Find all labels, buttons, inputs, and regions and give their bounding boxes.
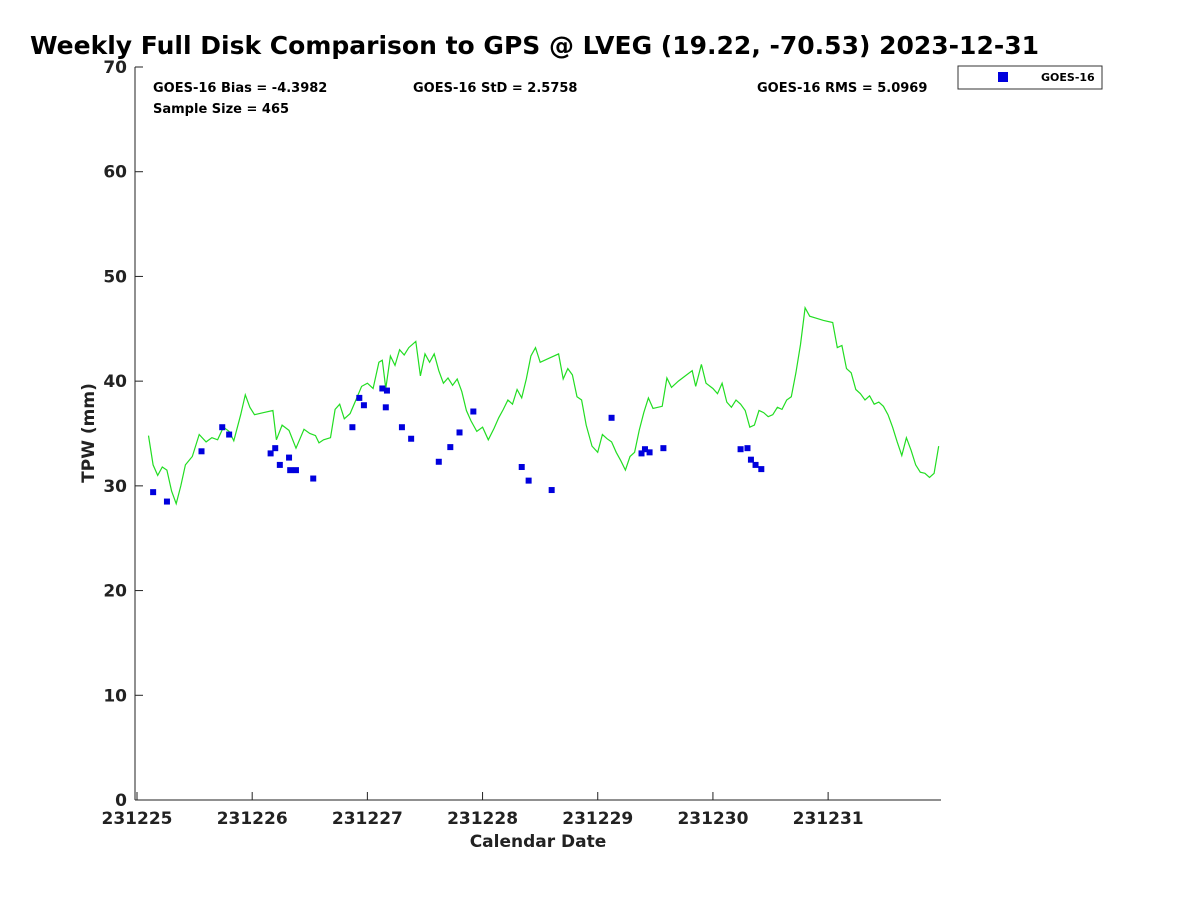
goes16-point — [518, 464, 525, 471]
goes16-point — [641, 446, 648, 453]
goes16-point — [360, 402, 367, 409]
goes16-point — [638, 450, 645, 457]
y-tick-label: 50 — [103, 267, 127, 287]
goes16-point — [660, 445, 667, 452]
goes16-point — [447, 444, 454, 451]
x-tick-label: 231225 — [102, 809, 173, 829]
goes16-point — [286, 454, 293, 461]
goes16-point — [758, 466, 765, 473]
plot-area — [147, 305, 940, 506]
goes16-point — [752, 461, 759, 468]
y-tick-label: 10 — [103, 686, 127, 706]
stat-bias: GOES-16 Bias = -4.3982 — [153, 81, 327, 96]
x-ticks: 231225 231226 231227 231228 231229 231230 2312… — [102, 792, 864, 829]
goes16-point — [310, 475, 317, 482]
goes16-point — [198, 448, 205, 455]
goes16-point — [608, 414, 615, 421]
x-tick-label: 231230 — [677, 809, 748, 829]
legend-label-goes16: GOES-16 — [1041, 71, 1095, 84]
goes16-point — [356, 394, 363, 401]
x-tick-label: 231228 — [447, 809, 518, 829]
x-tick-label: 231227 — [332, 809, 403, 829]
x-tick-label: 231231 — [793, 809, 864, 829]
y-tick-label: 20 — [103, 582, 127, 602]
goes16-point — [383, 387, 390, 394]
legend-box — [957, 65, 1103, 90]
goes16-point — [456, 429, 463, 436]
goes16-point — [292, 467, 299, 474]
goes16-point — [226, 431, 233, 438]
y-axis-label: TPW (mm) — [79, 383, 99, 483]
goes16-point — [747, 456, 754, 463]
goes16-point — [287, 467, 294, 474]
goes16-point — [435, 458, 442, 465]
legend: GOES-16 — [957, 65, 1103, 90]
stat-rms: GOES-16 RMS = 5.0969 — [757, 81, 927, 96]
goes16-point — [272, 445, 279, 452]
goes16-point — [382, 404, 389, 411]
stat-sample-size: Sample Size = 465 — [153, 102, 289, 117]
x-tick-label: 231226 — [217, 809, 288, 829]
y-tick-label: 30 — [103, 477, 127, 497]
y-tick-label: 70 — [103, 58, 127, 78]
goes16-point — [219, 424, 226, 431]
goes16-point — [525, 477, 532, 484]
goes16-point — [163, 498, 170, 505]
gps-series-line — [147, 305, 940, 506]
goes16-point — [398, 424, 405, 431]
goes16-point — [349, 424, 356, 431]
stat-std: GOES-16 StD = 2.5758 — [413, 81, 577, 96]
y-ticks: 0 10 20 30 40 50 60 70 — [103, 58, 143, 811]
x-tick-label: 231229 — [562, 809, 633, 829]
goes16-point — [267, 450, 274, 457]
goes16-point — [548, 487, 555, 494]
goes16-point — [737, 446, 744, 453]
goes16-point — [408, 435, 415, 442]
goes16-point — [379, 385, 386, 392]
legend-swatch-goes16 — [998, 72, 1008, 82]
y-tick-label: 40 — [103, 372, 127, 392]
goes16-point — [470, 408, 477, 415]
goes16-point — [744, 445, 751, 452]
y-tick-label: 60 — [103, 163, 127, 183]
chart-title: Weekly Full Disk Comparison to GPS @ LVE… — [30, 31, 1039, 60]
goes16-point — [276, 461, 283, 468]
goes16-point — [646, 449, 653, 456]
y-tick-label: 0 — [115, 791, 127, 811]
goes16-point — [150, 489, 157, 496]
x-axis-label: Calendar Date — [470, 832, 607, 852]
